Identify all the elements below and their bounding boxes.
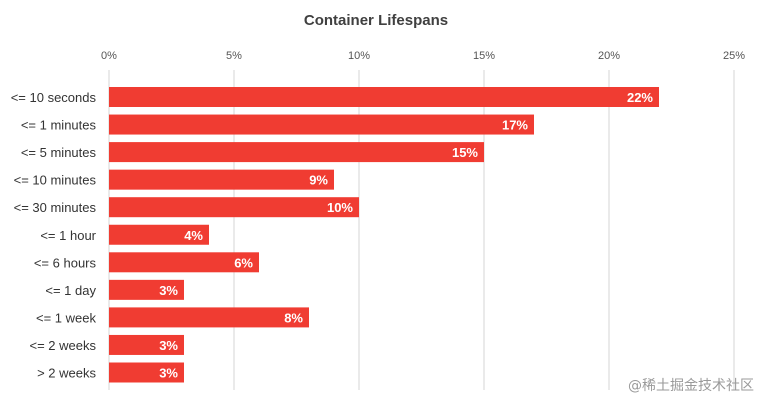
x-tick-label: 15%	[473, 50, 495, 62]
x-tick-label: 20%	[598, 50, 620, 62]
data-label: 3%	[159, 283, 178, 298]
data-label: 10%	[327, 200, 353, 215]
bar	[109, 114, 534, 135]
x-tick-label: 0%	[101, 50, 117, 62]
bar	[109, 307, 309, 328]
data-label: 22%	[627, 90, 653, 105]
category-label: <= 10 seconds	[11, 90, 97, 105]
chart-title: Container Lifespans	[304, 12, 448, 29]
bar	[109, 87, 659, 107]
x-tick-label: 10%	[348, 50, 370, 62]
bar	[109, 169, 334, 190]
category-label: <= 6 hours	[34, 255, 97, 270]
bar	[109, 362, 184, 383]
watermark-text: @稀土掘金技术社区	[628, 378, 754, 394]
data-label: 8%	[284, 310, 303, 325]
category-label: <= 10 minutes	[14, 173, 97, 188]
data-label: 6%	[234, 255, 253, 270]
category-labels: <= 10 seconds <= 1 minutes <= 5 minutes <= …	[11, 90, 97, 381]
data-label: 3%	[159, 338, 178, 353]
x-tick-label: 5%	[226, 50, 242, 62]
bar	[109, 142, 484, 163]
bar	[109, 279, 184, 300]
bar	[109, 252, 259, 273]
category-label: <= 2 weeks	[30, 338, 97, 353]
category-label: <= 1 hour	[40, 228, 96, 243]
bar	[109, 224, 209, 245]
bar	[109, 197, 359, 218]
bars	[109, 87, 659, 383]
x-tick-label: 25%	[723, 50, 745, 62]
bar	[109, 334, 184, 355]
category-label: <= 1 minutes	[21, 118, 97, 133]
data-label: 3%	[159, 366, 178, 381]
data-label: 17%	[502, 118, 528, 133]
category-label: > 2 weeks	[37, 366, 96, 381]
category-label: <= 5 minutes	[21, 145, 97, 160]
category-label: <= 1 day	[45, 283, 96, 298]
data-labels: 22% 17% 15% 9% 10% 4% 6% 3% 8% 3% 3%	[159, 90, 653, 381]
x-axis-ticks: 0% 5% 10% 15% 20% 25%	[101, 50, 745, 62]
data-label: 15%	[452, 145, 478, 160]
data-label: 9%	[309, 173, 328, 188]
category-label: <= 30 minutes	[14, 200, 97, 215]
category-label: <= 1 week	[36, 310, 96, 325]
data-label: 4%	[184, 228, 203, 243]
